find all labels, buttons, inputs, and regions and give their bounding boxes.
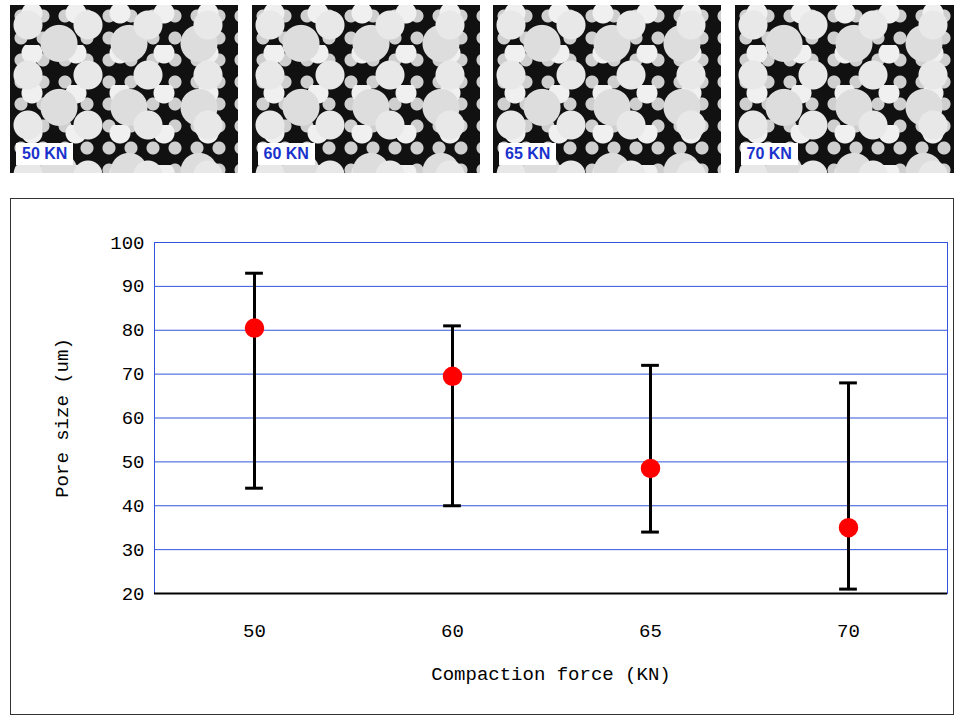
svg-text:70: 70 (837, 621, 860, 643)
svg-text:Pore size (um): Pore size (um) (52, 338, 74, 498)
svg-text:100: 100 (110, 233, 144, 255)
html-text:65 KN: 65 KN (505, 145, 551, 162)
svg-text:50: 50 (243, 621, 266, 643)
svg-text:20: 20 (122, 584, 145, 606)
svg-text:Compaction force (KN): Compaction force (KN) (431, 664, 670, 686)
svg-text:30: 30 (122, 540, 145, 562)
svg-text:40: 40 (122, 496, 145, 518)
html-text:50 KN: 50 KN (22, 145, 68, 162)
svg-text:50: 50 (122, 452, 145, 474)
html-text:70 KN: 70 KN (746, 145, 792, 162)
svg-text:70: 70 (122, 364, 145, 386)
svg-text:60: 60 (122, 408, 145, 430)
svg-text:90: 90 (122, 276, 145, 298)
svg-text:80: 80 (122, 320, 145, 342)
html-text:60 KN: 60 KN (263, 145, 309, 162)
svg-text:60: 60 (441, 621, 464, 643)
svg-text:65: 65 (639, 621, 662, 643)
